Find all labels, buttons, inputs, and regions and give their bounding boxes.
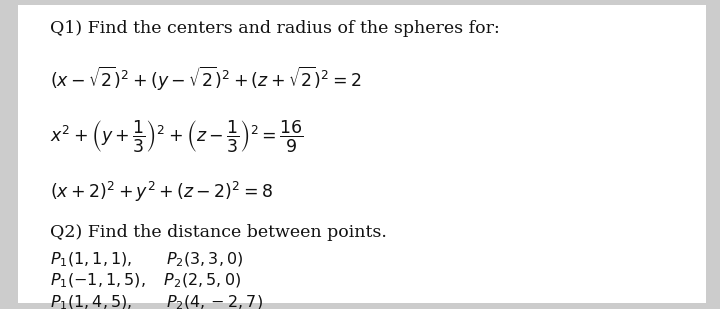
- Text: Q2) Find the distance between points.: Q2) Find the distance between points.: [50, 224, 387, 241]
- Text: Q1) Find the centers and radius of the spheres for:: Q1) Find the centers and radius of the s…: [50, 20, 500, 37]
- Text: $(x + 2)^2 + y^2 + (z - 2)^2 = 8$: $(x + 2)^2 + y^2 + (z - 2)^2 = 8$: [50, 180, 274, 204]
- Text: $P_1(1, 1, 1), \qquad P_2(3, 3, 0)$: $P_1(1, 1, 1), \qquad P_2(3, 3, 0)$: [50, 250, 244, 269]
- Text: $(x - \sqrt{2})^2 + (y - \sqrt{2})^2 + (z + \sqrt{2})^2 = 2$: $(x - \sqrt{2})^2 + (y - \sqrt{2})^2 + (…: [50, 65, 362, 93]
- Text: $P_1(1, 4, 5), \qquad P_2(4, -2, 7)$: $P_1(1, 4, 5), \qquad P_2(4, -2, 7)$: [50, 294, 264, 309]
- Text: $P_1(-1, 1, 5), \quad P_2(2, 5, 0)$: $P_1(-1, 1, 5), \quad P_2(2, 5, 0)$: [50, 272, 241, 290]
- Text: $x^2 + \left(y + \dfrac{1}{3}\right)^2 + \left(z - \dfrac{1}{3}\right)^2 = \dfra: $x^2 + \left(y + \dfrac{1}{3}\right)^2 +…: [50, 118, 305, 154]
- FancyBboxPatch shape: [18, 5, 706, 303]
